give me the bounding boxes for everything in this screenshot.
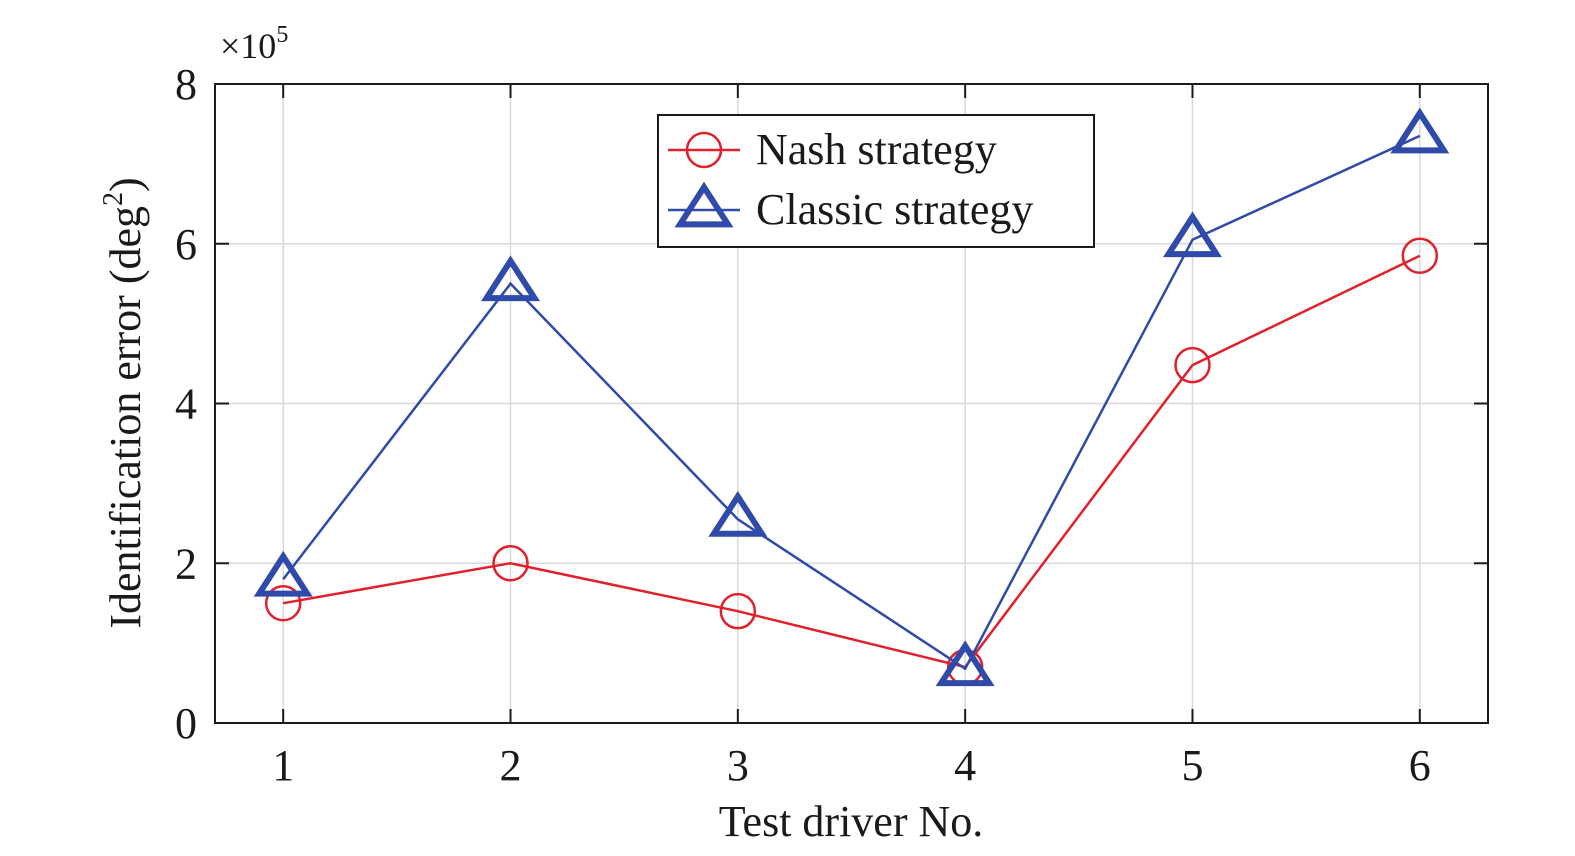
series-line [282,134,1421,671]
y-tick-label: 6 [175,220,197,269]
data-point [1174,346,1211,384]
series-layer [253,107,1450,687]
legend: Nash strategy Classic strategy [657,114,1095,248]
legend-marker [685,131,723,169]
tick-labels: 1 2 3 4 5 6 0 2 4 6 8 [175,60,1431,790]
data-point [253,550,313,597]
x-tick-label: 1 [272,741,294,790]
legend-item: Classic strategy [668,181,1033,234]
series-line [282,254,1421,669]
legend-item: Nash strategy [668,125,997,174]
data-point [719,592,757,630]
x-tick-label: 5 [1181,741,1203,790]
y-tick-label: 0 [175,699,197,748]
data-point [481,255,541,302]
x-tick-label: 4 [954,741,976,790]
y-axis-label: Identification error (deg2) [98,177,150,628]
data-point [1390,107,1450,154]
y-tick-label: 8 [175,60,197,109]
legend-marker [674,181,734,228]
series-nash [264,237,1439,686]
x-tick-label: 2 [500,741,522,790]
x-tick-label: 6 [1409,741,1431,790]
data-point [1162,211,1222,258]
data-point [708,490,768,537]
y-tick-label: 2 [175,539,197,588]
legend-label: Nash strategy [756,125,997,174]
data-point [264,584,302,622]
ticks [215,83,1488,724]
y-tick-label: 4 [175,380,197,429]
y-multiplier: ×105 [220,22,288,66]
data-point [492,545,529,582]
x-axis-label: Test driver No. [719,797,984,846]
legend-label: Classic strategy [756,185,1033,234]
x-tick-label: 3 [727,741,749,790]
data-point [1401,237,1439,274]
series-classic [253,107,1450,687]
data-point [935,640,995,687]
